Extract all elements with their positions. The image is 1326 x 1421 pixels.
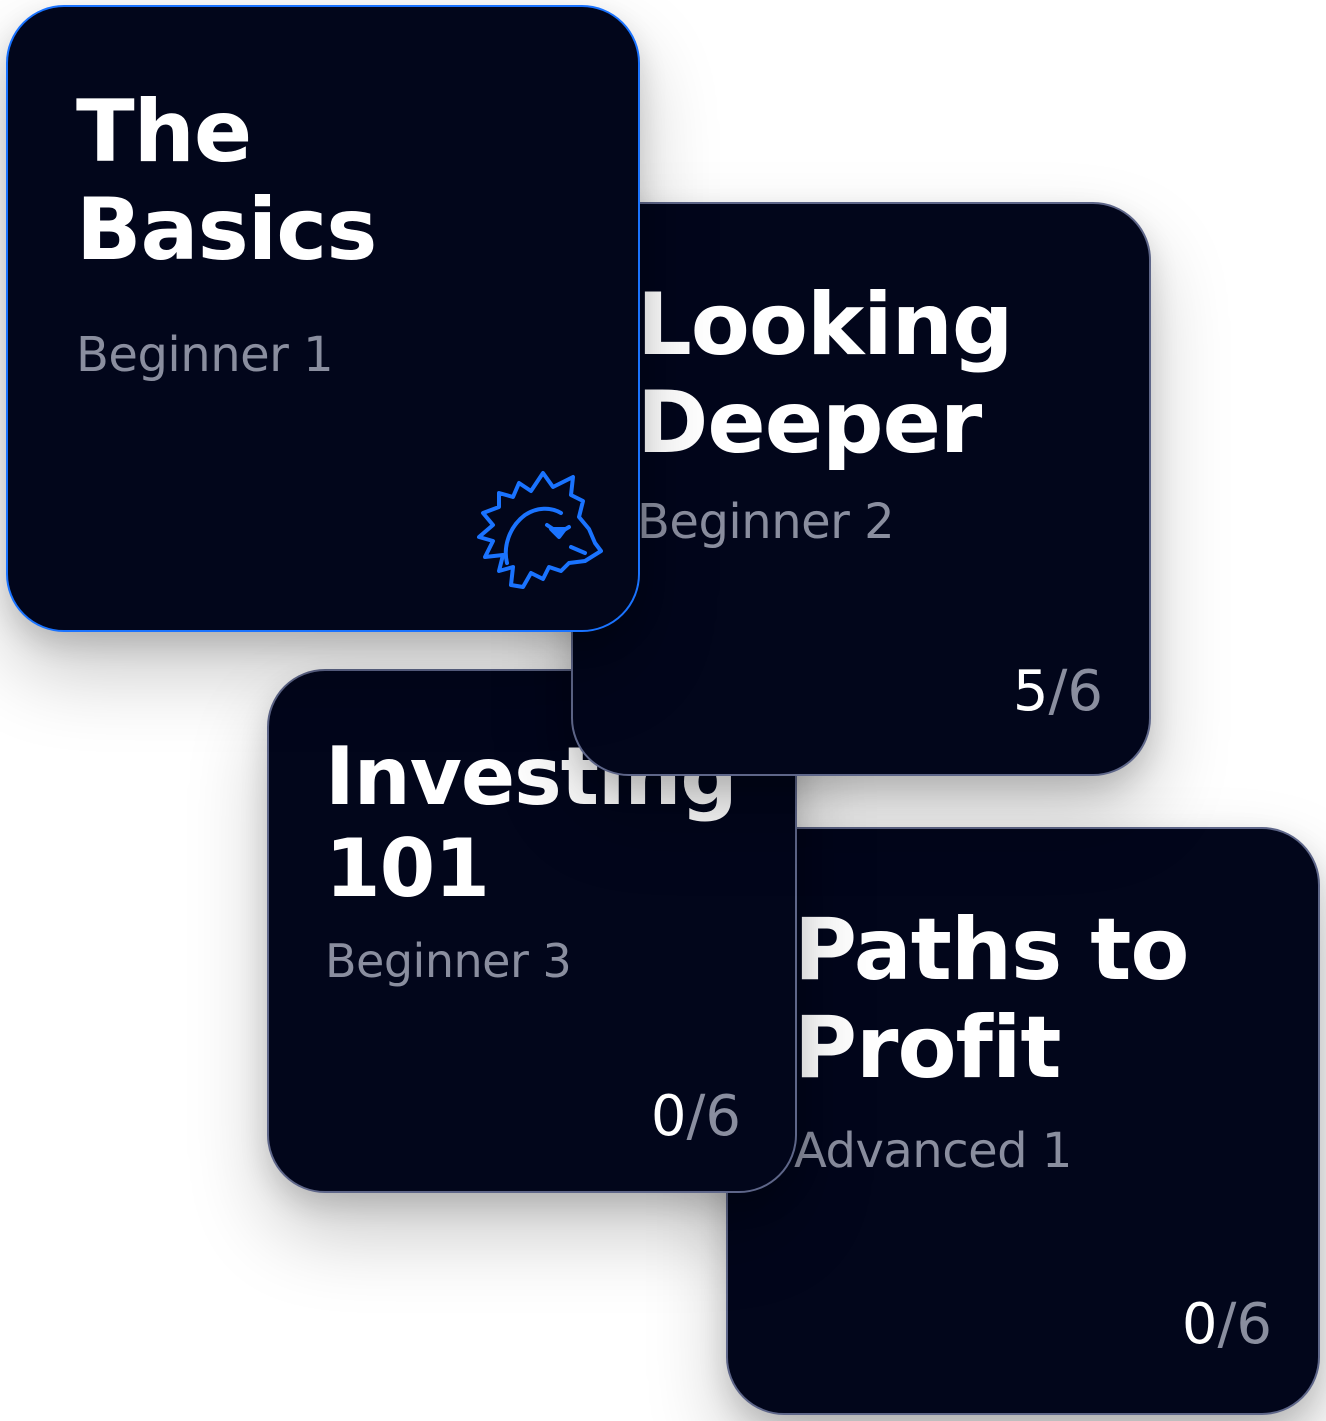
course-card-looking-deeper[interactable]: Looking Deeper Beginner 2 5/6 bbox=[571, 202, 1151, 776]
course-level-label: Beginner 3 bbox=[325, 933, 571, 989]
course-title-line: Deeper bbox=[637, 374, 1012, 472]
progress-separator: / bbox=[1048, 659, 1067, 724]
course-progress: 0/6 bbox=[1182, 1293, 1272, 1357]
progress-completed: 0 bbox=[651, 1084, 687, 1149]
course-title: The Basics bbox=[76, 83, 376, 279]
course-progress: 0/6 bbox=[651, 1085, 741, 1149]
course-progress: 5/6 bbox=[1013, 660, 1103, 724]
course-title-line: Looking bbox=[637, 276, 1012, 374]
course-card-the-basics[interactable]: The Basics Beginner 1 bbox=[6, 5, 640, 632]
course-title: Looking Deeper bbox=[637, 276, 1012, 472]
course-level-label: Beginner 1 bbox=[76, 327, 333, 383]
progress-completed: 0 bbox=[1182, 1292, 1218, 1357]
course-level-label: Advanced 1 bbox=[794, 1123, 1072, 1179]
progress-total: 6 bbox=[1067, 659, 1103, 724]
progress-completed: 5 bbox=[1013, 659, 1049, 724]
progress-total: 6 bbox=[1236, 1292, 1272, 1357]
progress-separator: / bbox=[1217, 1292, 1236, 1357]
course-title-line: 101 bbox=[325, 823, 737, 915]
course-title-line: Profit bbox=[794, 999, 1188, 1097]
course-level-label: Beginner 2 bbox=[637, 494, 894, 550]
course-title: Paths to Profit bbox=[794, 901, 1188, 1097]
course-card-paths-to-profit[interactable]: Paths to Profit Advanced 1 0/6 bbox=[726, 827, 1320, 1415]
course-title-line: Paths to bbox=[794, 901, 1188, 999]
course-title-line: Basics bbox=[76, 181, 376, 279]
course-title-line: The bbox=[76, 83, 376, 181]
progress-separator: / bbox=[686, 1084, 705, 1149]
lion-head-icon bbox=[473, 467, 603, 591]
progress-total: 6 bbox=[705, 1084, 741, 1149]
